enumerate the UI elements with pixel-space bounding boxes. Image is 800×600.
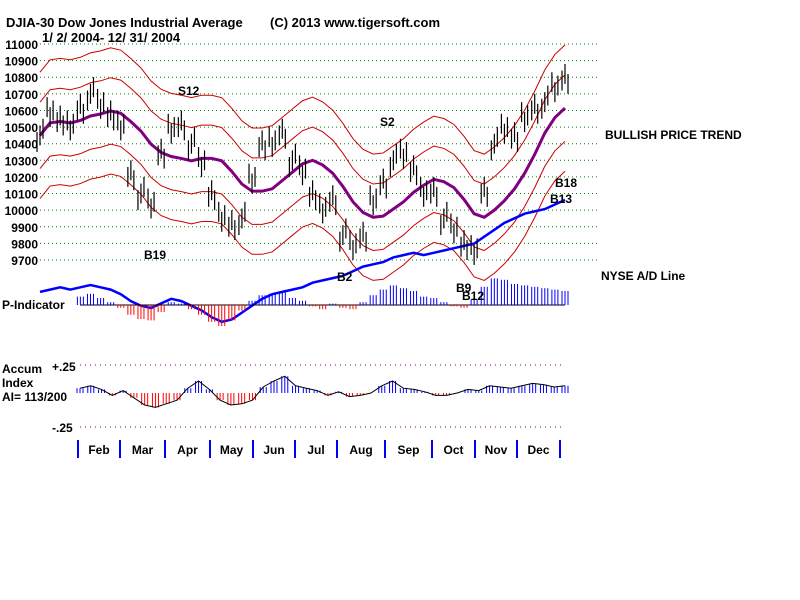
month-label: Aug	[349, 443, 372, 457]
price-gridlines	[40, 43, 600, 261]
index-label: Index	[2, 376, 34, 390]
signal-s2: S2	[380, 115, 395, 129]
y-tick-label: 11000	[5, 38, 38, 52]
ad-label: NYSE A/D Line	[601, 269, 686, 283]
y-tick-label: 10200	[5, 171, 39, 185]
minus-25-label: -.25	[52, 421, 73, 435]
month-label: Dec	[527, 443, 549, 457]
y-tick-label: 9900	[11, 221, 38, 235]
chart-title: DJIA-30 Dow Jones Industrial Average	[6, 15, 243, 30]
signal-b2: B2	[337, 270, 353, 284]
trend-label: BULLISH PRICE TREND	[605, 128, 742, 142]
signal-b13: B13	[550, 192, 572, 206]
accum-label: Accum	[2, 362, 42, 376]
y-tick-label: 10900	[5, 55, 39, 69]
lower-panels	[76, 278, 569, 428]
y-tick-label: 10000	[5, 204, 39, 218]
month-axis: Feb Mar Apr May Jun Jul Aug Sep Oct Nov Dec	[77, 440, 561, 458]
y-tick-label: 9700	[11, 254, 38, 268]
y-tick-label: 10800	[5, 71, 39, 85]
y-tick-label: 9800	[11, 237, 38, 251]
y-tick-label: 10100	[5, 188, 39, 202]
copyright: (C) 2013 www.tigersoft.com	[270, 15, 440, 30]
signal-b9: B9	[456, 281, 472, 295]
month-label: Nov	[485, 443, 508, 457]
upper-band-outer	[39, 44, 566, 155]
signal-b19: B19	[144, 248, 166, 262]
y-tick-label: 10400	[5, 138, 39, 152]
month-label: Mar	[132, 443, 154, 457]
month-label: Feb	[88, 443, 109, 457]
signal-s12: S12	[178, 84, 200, 98]
y-tick-label: 10500	[5, 121, 39, 135]
y-tick-label: 10300	[5, 154, 39, 168]
plus-25-label: +.25	[52, 360, 76, 374]
month-label: May	[220, 443, 244, 457]
ai-label: AI= 113/200	[2, 390, 67, 404]
y-ticks: 11000 10900 10800 10700 10600 10500 10400 10300…	[5, 38, 39, 268]
month-label: Jul	[307, 443, 324, 457]
upper-band-inner	[39, 74, 566, 185]
date-range: 1/ 2/ 2004- 12/ 31/ 2004	[42, 30, 181, 45]
signal-b12: B12	[462, 289, 484, 303]
month-label: Sep	[397, 443, 419, 457]
lower-band-outer	[39, 170, 566, 281]
signal-b18: B18	[555, 176, 577, 190]
y-tick-label: 10700	[5, 88, 39, 102]
moving-average-line	[38, 106, 567, 219]
p-indicator-label: P-Indicator	[2, 298, 65, 312]
signals: S12 S2 B19 B2 B9 B12 B18 B13	[144, 84, 577, 303]
month-label: Jun	[263, 443, 284, 457]
month-label: Apr	[177, 443, 198, 457]
accum-line	[79, 375, 566, 408]
y-tick-label: 10600	[5, 104, 39, 118]
price-bars	[36, 63, 569, 265]
month-label: Oct	[443, 443, 463, 457]
